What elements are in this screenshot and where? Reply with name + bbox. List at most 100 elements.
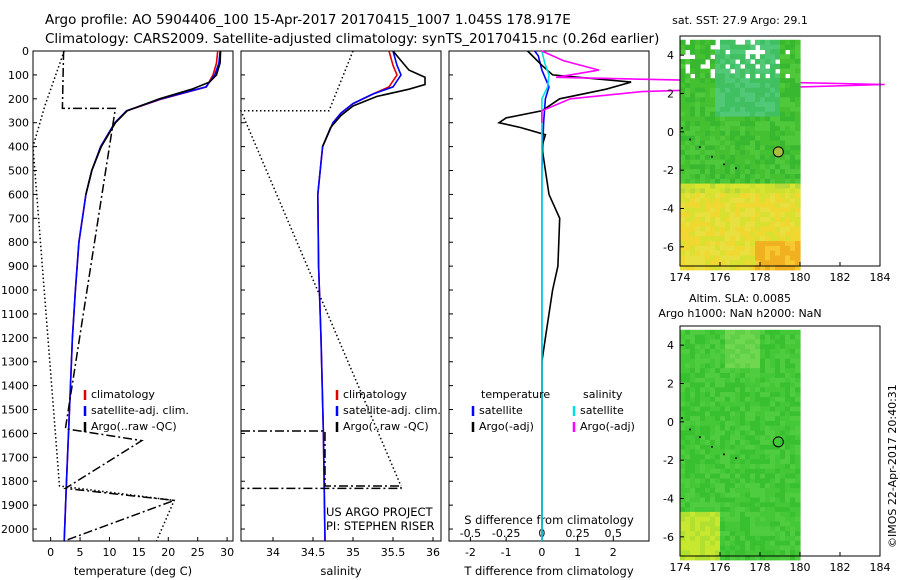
map-cell — [785, 464, 791, 470]
map-cell — [740, 135, 746, 142]
map-cell — [705, 73, 711, 79]
map-cell — [790, 344, 796, 350]
map-cell — [725, 59, 731, 65]
legend-entry: climatology — [343, 388, 407, 401]
map-cell — [750, 507, 756, 513]
map-cell — [770, 226, 776, 233]
map-cell — [745, 236, 751, 242]
map-cell — [695, 339, 701, 345]
map-cell — [720, 106, 726, 113]
map-cell — [750, 212, 756, 218]
map-cell — [795, 492, 801, 499]
map-cell — [735, 511, 741, 518]
map-cell — [695, 39, 701, 46]
map-cell — [690, 245, 696, 252]
map-cell — [700, 212, 706, 218]
map-cell — [755, 178, 761, 185]
map-cell — [780, 135, 786, 142]
map-cell — [685, 226, 691, 233]
map-cell — [755, 140, 761, 146]
map-cell — [795, 535, 801, 542]
map-cell — [780, 169, 786, 175]
map-cell — [685, 193, 691, 199]
map-cell — [710, 87, 716, 94]
map-cell — [785, 358, 791, 364]
map-cell — [785, 521, 791, 527]
map-cell — [725, 511, 731, 518]
map-cell — [765, 245, 771, 252]
map-cell — [695, 444, 701, 451]
map-cell — [685, 178, 691, 185]
map-cell — [790, 73, 796, 79]
legend-entry: satellite — [580, 404, 624, 417]
map-cell — [705, 193, 711, 199]
map-cell — [760, 353, 766, 360]
map-cell — [745, 116, 751, 122]
map-cell — [690, 449, 696, 455]
map-cell — [700, 363, 706, 369]
map-cell — [795, 63, 801, 70]
map-cell — [765, 39, 771, 46]
map-cell — [765, 92, 771, 98]
map-cell — [765, 329, 771, 336]
map-cell — [690, 468, 696, 475]
x-tick-label: 0 — [47, 546, 54, 559]
map-cell — [680, 473, 686, 479]
map-cell — [680, 435, 686, 441]
map-cell — [765, 459, 771, 465]
map-cell — [780, 373, 786, 379]
map-cell — [695, 68, 701, 74]
map-cell — [765, 392, 771, 398]
map-cell — [700, 44, 706, 50]
y-tick-label: 2000 — [1, 523, 29, 536]
map-cell — [765, 373, 771, 379]
map-cell — [705, 329, 711, 336]
map-cell — [690, 483, 696, 489]
map-cell — [715, 54, 721, 60]
map-cell — [765, 440, 771, 446]
map-cell — [760, 464, 766, 470]
map-cell — [755, 473, 761, 479]
map-cell — [750, 368, 756, 374]
map-cell — [790, 68, 796, 74]
map-cell — [740, 344, 746, 350]
map-cell — [750, 430, 756, 436]
map-cell — [730, 188, 736, 194]
map-cell — [755, 78, 761, 84]
map-cell — [715, 468, 721, 475]
map-cell — [735, 358, 741, 364]
map-cell — [720, 483, 726, 489]
map-cell — [760, 255, 766, 261]
map-cell — [715, 353, 721, 360]
map-cell — [755, 116, 761, 122]
map-cell — [735, 63, 741, 70]
map-cell — [790, 193, 796, 199]
map-cell — [680, 420, 686, 427]
map-cell — [750, 241, 756, 247]
map-cell — [755, 207, 761, 213]
map-cell — [725, 83, 731, 89]
map-cell — [770, 329, 776, 336]
map-cell — [770, 511, 776, 518]
map-cell — [785, 140, 791, 146]
map-cell — [790, 411, 796, 417]
map-cell — [710, 145, 716, 151]
map-cell — [710, 545, 716, 551]
map-cell — [740, 159, 746, 165]
map-cell — [695, 260, 701, 266]
map-cell — [710, 392, 716, 398]
map-cell — [785, 39, 791, 46]
map-cell — [700, 159, 706, 165]
map-cell — [735, 145, 741, 151]
map-cell — [700, 497, 706, 503]
map-cell — [735, 106, 741, 113]
map-cell — [720, 531, 726, 537]
map-cell — [690, 78, 696, 84]
track-point — [723, 453, 725, 456]
map-cell — [700, 377, 706, 384]
map-cell — [755, 39, 761, 46]
map-cell — [685, 73, 691, 79]
map-cell — [705, 420, 711, 427]
map-cell — [750, 387, 756, 393]
map-cell — [790, 140, 796, 146]
